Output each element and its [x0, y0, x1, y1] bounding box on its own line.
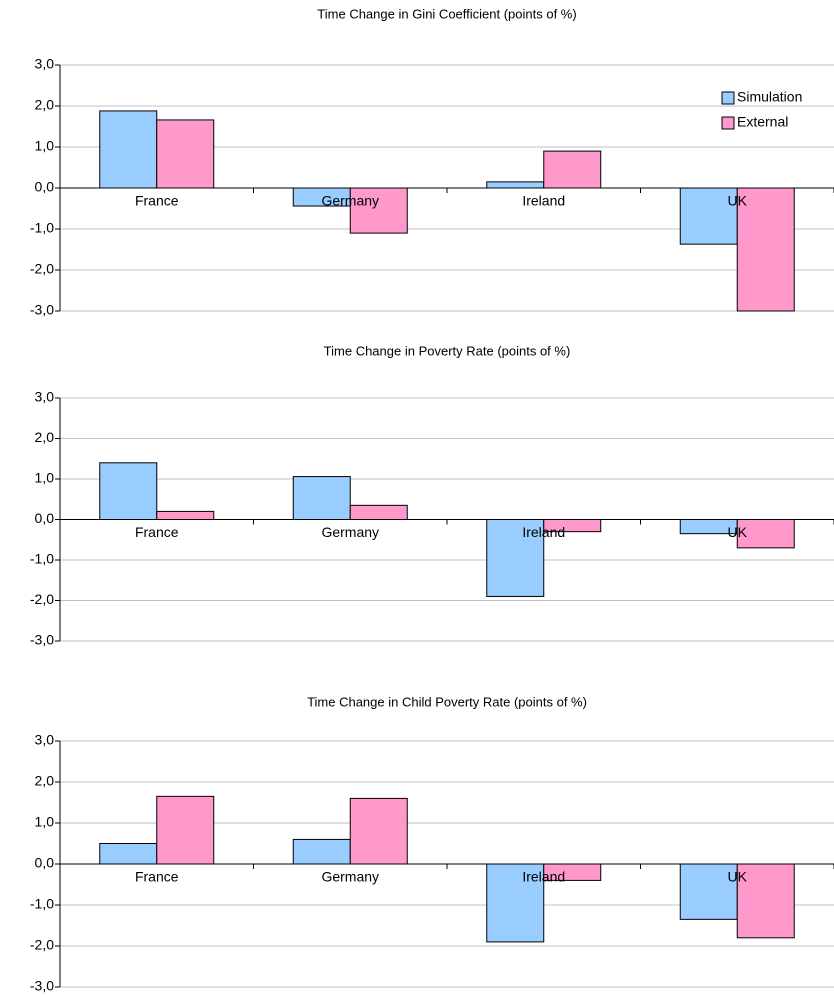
bar [99, 843, 158, 865]
y-tick-label: -1,0 [30, 220, 54, 236]
bar [736, 863, 795, 939]
bar [736, 519, 795, 549]
bar [99, 110, 158, 189]
x-tick-label: Germany [321, 193, 379, 209]
bar [156, 795, 215, 865]
x-tick-label: France [135, 869, 179, 885]
x-tick-label: France [135, 193, 179, 209]
y-tick-label: -2,0 [30, 591, 54, 607]
y-tick-label: 1,0 [35, 138, 55, 154]
bar [349, 504, 408, 521]
x-tick-label: France [135, 524, 179, 540]
x-tick-label: Germany [321, 869, 379, 885]
y-tick-label: -2,0 [30, 261, 54, 277]
x-tick-label: Germany [321, 524, 379, 540]
bar [292, 838, 351, 865]
chart-title: Time Change in Poverty Rate (points of %… [324, 343, 571, 358]
y-tick-label: 2,0 [35, 97, 55, 113]
y-tick-label: 2,0 [35, 773, 55, 789]
bar [543, 150, 602, 189]
legend-swatch [721, 91, 735, 105]
y-tick-label: -1,0 [30, 896, 54, 912]
bar [486, 181, 545, 189]
x-tick-label: UK [728, 193, 748, 209]
y-tick-label: 3,0 [35, 732, 55, 748]
bar [99, 462, 158, 520]
chart-title: Time Change in Child Poverty Rate (point… [307, 694, 587, 709]
x-tick-label: Ireland [522, 869, 565, 885]
bar [292, 476, 351, 521]
legend-label: External [737, 114, 788, 130]
x-tick-label: UK [728, 524, 748, 540]
bar [156, 510, 215, 520]
y-tick-label: -2,0 [30, 937, 54, 953]
bar [486, 519, 545, 597]
y-tick-label: -3,0 [30, 632, 54, 648]
bar [156, 119, 215, 189]
legend-swatch [721, 116, 735, 130]
y-tick-label: -3,0 [30, 978, 54, 994]
bar [349, 797, 408, 865]
x-tick-label: Ireland [522, 193, 565, 209]
chart-title: Time Change in Gini Coefficient (points … [317, 6, 576, 21]
y-tick-label: 0,0 [35, 855, 55, 871]
y-tick-label: 2,0 [35, 429, 55, 445]
bar [486, 863, 545, 943]
y-tick-label: 0,0 [35, 510, 55, 526]
x-tick-label: UK [728, 869, 748, 885]
y-tick-label: 3,0 [35, 389, 55, 405]
legend-label: Simulation [737, 89, 802, 105]
y-tick-label: -1,0 [30, 551, 54, 567]
y-tick-label: 1,0 [35, 814, 55, 830]
y-tick-label: 3,0 [35, 56, 55, 72]
y-tick-label: -3,0 [30, 302, 54, 318]
x-tick-label: Ireland [522, 524, 565, 540]
y-tick-label: 1,0 [35, 470, 55, 486]
y-tick-label: 0,0 [35, 179, 55, 195]
